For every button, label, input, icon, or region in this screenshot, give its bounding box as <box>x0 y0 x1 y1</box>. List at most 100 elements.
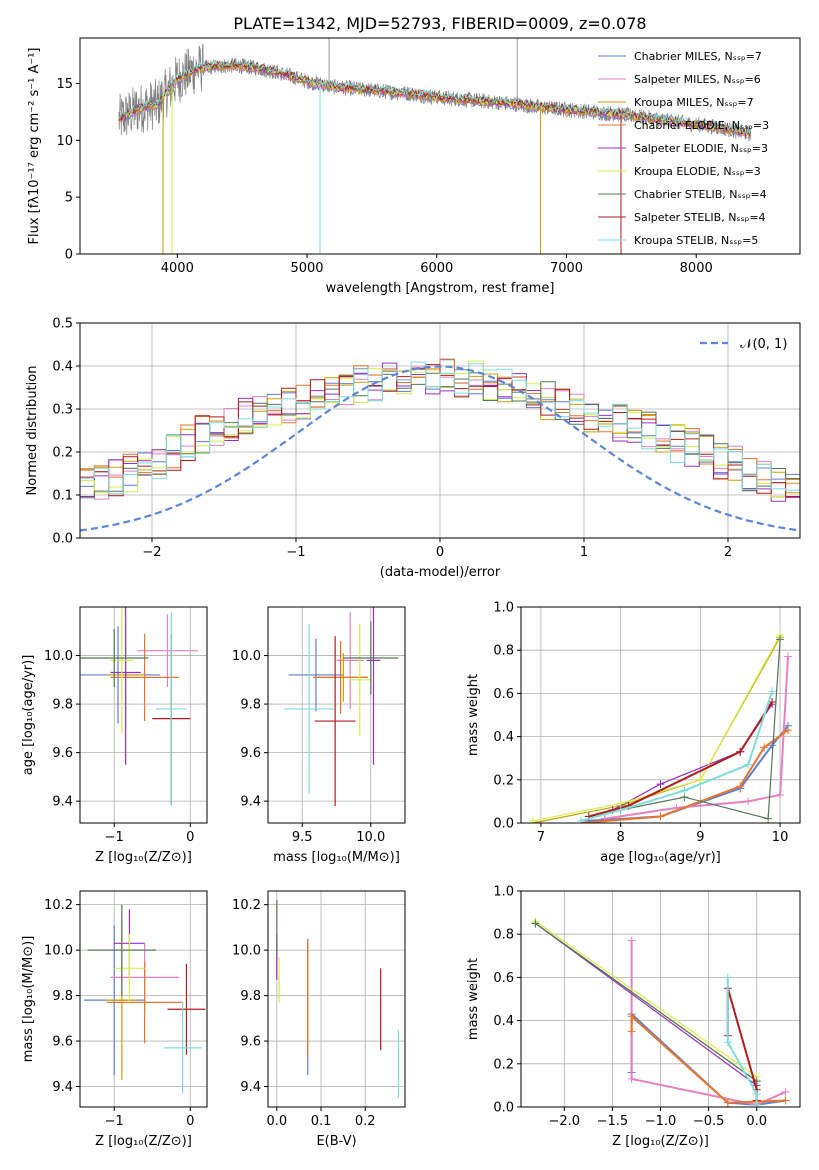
weight-line-salpeter_elodie <box>612 703 773 811</box>
y-tick-label: 0.1 <box>52 489 73 504</box>
y-tick-label: 0.4 <box>52 360 73 375</box>
weight-marker-chabrier_elodie <box>627 1027 636 1036</box>
y-tick-label: 9.8 <box>52 698 73 713</box>
y-axis-label: Normed distribution <box>25 366 40 496</box>
y-tick-label: 0.6 <box>493 687 514 702</box>
weight-line-salpeter_miles <box>604 656 789 820</box>
axes-frame <box>267 890 406 1108</box>
residual-histogram-salpeter_miles <box>80 366 800 500</box>
axes-frame <box>79 890 208 1108</box>
panel-age_vs_mass: 9.5 10.0 9.4 9.6 9.8 10.0 mass [log₁₀(M/M⊙)] <box>232 606 406 865</box>
x-tick-label: 6000 <box>420 261 453 276</box>
weight-marker-salpeter_miles <box>627 1074 636 1083</box>
y-tick-label: 9.8 <box>240 989 261 1004</box>
x-axis-label: wavelength [Angstrom, rest frame] <box>326 281 555 296</box>
y-tick-label: 0.5 <box>52 317 73 332</box>
x-tick-label: 0 <box>186 830 194 845</box>
y-tick-label: 0.0 <box>493 1101 514 1116</box>
y-axis-label: mass weight <box>466 674 481 756</box>
weight-marker-chabrier_stelib <box>531 919 540 928</box>
y-tick-label: 9.6 <box>240 746 261 761</box>
y-axis-label: mass weight <box>466 958 481 1040</box>
axes-frame <box>520 606 801 824</box>
panel-age_vs_Z: −1 0 9.4 9.6 9.8 10.0 Z [log₁₀(Z/Z⊙)] age [log₁… <box>21 606 208 865</box>
x-tick-label: 1 <box>580 545 588 560</box>
residual-histogram-kroupa_stelib <box>80 361 800 507</box>
weight-marker-kroupa_stelib <box>576 816 585 823</box>
x-tick-label: 0.1 <box>311 1114 332 1129</box>
y-tick-label: 0.0 <box>493 817 514 832</box>
y-tick-label: 1.0 <box>493 885 514 900</box>
weight-marker-chabrier_elodie <box>723 1098 732 1107</box>
plot-area-mass_weight_vs_age <box>528 631 793 823</box>
weight-marker-kroupa_stelib <box>616 806 625 815</box>
plot-area-mass_vs_Z <box>83 904 206 1094</box>
legend-label-kroupa_elodie: Kroupa ELODIE, Nₛₛₚ=3 <box>634 165 761 178</box>
y-axis-label: mass [log₁₀(M/M⊙)] <box>21 936 36 1063</box>
weight-line-chabrier_stelib <box>535 922 758 1101</box>
legend-label-chabrier_elodie: Chabrier ELODIE, Nₛₛₚ=3 <box>634 119 769 132</box>
panel-spectrum: 4000 5000 6000 7000 8000 0 5 10 15 wavelength [An… <box>27 37 801 296</box>
x-tick-label: 0.2 <box>355 1114 376 1129</box>
plot-area-mass_weight_vs_Z <box>531 917 790 1107</box>
x-tick-label: −1.0 <box>645 1114 677 1129</box>
weight-marker-kroupa_elodie <box>696 775 705 784</box>
y-axis-label: age [log₁₀(age/yr)] <box>21 655 36 776</box>
weight-marker-chabrier_elodie <box>781 1096 790 1105</box>
y-tick-label: 0.3 <box>52 403 73 418</box>
x-tick-label: 7000 <box>550 261 583 276</box>
x-tick-label: −2 <box>142 545 161 560</box>
weight-line-chabrier_stelib <box>620 639 781 820</box>
legend-label-salpeter_stelib: Salpeter STELIB, Nₛₛₚ=4 <box>634 211 766 224</box>
weight-marker-chabrier_stelib <box>764 814 773 823</box>
x-tick-label: −1 <box>105 830 124 845</box>
weight-marker-kroupa_stelib <box>752 1100 761 1107</box>
x-tick-label: 8000 <box>680 261 713 276</box>
x-tick-label: 0 <box>436 545 444 560</box>
panel-mass_weight_vs_age: 7 8 9 10 0.0 0.2 0.4 0.6 0.8 1.0 age [log₁₀(age/yr… <box>466 601 801 865</box>
legend-label-chabrier_stelib: Chabrier STELIB, Nₛₛₚ=4 <box>634 188 767 201</box>
y-tick-label: 9.6 <box>240 1035 261 1050</box>
y-tick-label: 0.6 <box>493 971 514 986</box>
weight-line-salpeter_stelib <box>588 701 773 818</box>
residual-histogram-kroupa_elodie <box>80 360 800 505</box>
weight-marker-salpeter_miles <box>744 797 753 806</box>
x-tick-label: 0.0 <box>266 1114 287 1129</box>
y-tick-label: 10.0 <box>232 944 261 959</box>
x-axis-label: Z [log₁₀(Z/Z⊙)] <box>95 1134 192 1149</box>
y-tick-label: 9.6 <box>52 746 73 761</box>
legend-label-salpeter_miles: Salpeter MILES, Nₛₛₚ=6 <box>634 73 761 86</box>
y-tick-label: 9.4 <box>240 795 261 810</box>
y-axis-label: Flux [fλ10⁻¹⁷ erg cm⁻² s⁻¹ A⁻¹] <box>27 48 42 245</box>
panel-mass_vs_ebv: 0.0 0.1 0.2 9.4 9.6 9.8 10.0 10.2 E(B-V) <box>232 890 406 1149</box>
weight-marker-salpeter_stelib <box>736 747 745 756</box>
x-tick-label: 2 <box>724 545 732 560</box>
legend-label-salpeter_elodie: Salpeter ELODIE, Nₛₛₚ=3 <box>634 142 768 155</box>
x-tick-label: 8 <box>617 830 625 845</box>
y-tick-label: 9.4 <box>240 1080 261 1095</box>
weight-line-kroupa_elodie <box>532 634 781 822</box>
y-tick-label: 9.8 <box>52 989 73 1004</box>
y-tick-label: 10.2 <box>44 898 73 913</box>
legend-label-kroupa_stelib: Kroupa STELIB, Nₛₛₚ=5 <box>634 234 758 247</box>
x-axis-label: Z [log₁₀(Z/Z⊙)] <box>95 850 192 865</box>
y-tick-label: 9.4 <box>52 795 73 810</box>
weight-marker-salpeter_miles <box>776 790 785 799</box>
y-tick-label: 5 <box>65 191 73 206</box>
weight-line-salpeter_miles <box>630 940 787 1106</box>
weight-marker-kroupa_stelib <box>768 687 777 696</box>
x-tick-label: 0 <box>186 1114 194 1129</box>
weight-marker-chabrier_elodie <box>656 812 665 821</box>
y-tick-label: 15 <box>56 77 73 92</box>
x-tick-label: 10.0 <box>356 830 385 845</box>
y-tick-label: 9.4 <box>52 1080 73 1095</box>
weight-marker-kroupa_stelib <box>752 1090 761 1099</box>
weight-line-kroupa_elodie <box>535 920 758 1078</box>
x-tick-label: 9.5 <box>292 830 313 845</box>
y-tick-label: 10.0 <box>232 649 261 664</box>
weight-marker-chabrier_stelib <box>776 635 785 644</box>
axes-frame <box>267 606 406 824</box>
x-tick-label: 0.0 <box>746 1114 767 1129</box>
weight-marker-chabrier_elodie <box>760 743 769 752</box>
